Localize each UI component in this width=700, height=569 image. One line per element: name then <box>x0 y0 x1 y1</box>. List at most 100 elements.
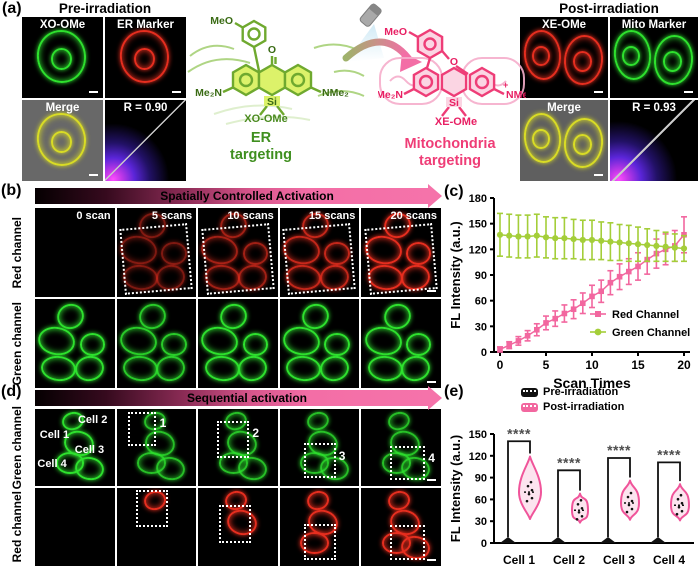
cell2-name: Cell 2 <box>77 414 108 427</box>
chart-el <box>670 483 690 522</box>
chart-el: 120 <box>469 451 487 463</box>
chart-el: **** <box>657 446 681 462</box>
cell-blob <box>300 452 330 474</box>
panel-b-row1-labelwrap: Red channel <box>0 208 34 297</box>
xanthene-core <box>403 28 505 117</box>
chart-el <box>570 306 577 313</box>
chart-el <box>625 510 629 514</box>
b-roi-box-2 <box>201 222 275 295</box>
chart-el <box>580 300 586 307</box>
chart-el: 0 <box>481 347 487 359</box>
er-targeting-line1: ER <box>250 130 272 146</box>
pre-merge-image: Merge <box>22 100 103 181</box>
cell-blob <box>662 51 683 73</box>
cell-blob <box>284 354 323 383</box>
chart-el <box>575 518 579 521</box>
chart-el <box>598 288 604 295</box>
chart-el: Cell 2 <box>553 553 585 567</box>
chart-el <box>650 537 666 543</box>
b-roi-box-4 <box>364 222 438 295</box>
d-green-col5: 4 <box>361 409 441 486</box>
d-green-col3: 2 <box>198 409 278 486</box>
green-carbonyl-o: O <box>268 44 276 56</box>
chart-el <box>542 234 550 241</box>
panel-b-green-channel-label: Green channel <box>10 301 24 386</box>
pink-meo-label: MeO <box>384 26 407 38</box>
d-red-col5 <box>361 488 441 566</box>
post-colocalization-scatter: R = 0.93 <box>610 100 698 181</box>
d-red-box-1 <box>135 489 168 527</box>
chart-el <box>598 237 605 244</box>
b-red-15scans: 15 scans <box>279 208 360 297</box>
cell-blob <box>532 129 550 149</box>
d-box-number-1: 1 <box>159 415 167 430</box>
chart-el <box>526 484 530 488</box>
chart-el <box>506 232 513 239</box>
cell-blob <box>51 47 73 71</box>
cell-blob <box>300 531 330 554</box>
cell-blob <box>51 130 73 154</box>
panel-d-red-channel-label: Red channel <box>10 491 24 563</box>
chart-el <box>671 244 678 251</box>
d-red-col3 <box>198 488 278 566</box>
cell-blob <box>405 332 432 356</box>
d-green-box-2 <box>217 421 250 459</box>
xo-ome-structure: MeO O Me₂N Si NMe₂ XO-OMe <box>187 15 365 125</box>
chart-el: 10 <box>585 358 599 372</box>
pre-irradiation-legend-label: Pre-irradiation <box>543 386 619 398</box>
panel-b-label: (b) <box>1 182 22 199</box>
chart-el <box>620 479 640 521</box>
post-irradiation-legend-label: Post-irradiation <box>543 401 625 413</box>
panel-a-label: (a) <box>2 0 22 17</box>
d-green-col2: 1 <box>116 409 197 486</box>
chart-el <box>594 328 602 336</box>
chart-el <box>571 492 589 524</box>
b-col-0scan-label: 0 scan <box>76 210 111 222</box>
chart-el <box>644 241 651 249</box>
cell-blob <box>40 354 78 383</box>
chart-el <box>677 505 681 509</box>
pink-si-label: Si <box>449 97 459 109</box>
cell-blob <box>154 454 187 483</box>
chart-el <box>527 492 531 496</box>
b-col-15scans-label: 15 scans <box>308 210 356 222</box>
cell-blob <box>242 332 269 356</box>
panel-d-arrow-title: Sequential activation <box>35 390 429 406</box>
post-irradiation-swatch <box>521 402 538 412</box>
chart-el <box>524 233 531 240</box>
chart-el <box>680 501 684 505</box>
cell-blob <box>79 332 106 356</box>
b-col-10scans-label: 10 scans <box>227 210 274 222</box>
chart-el <box>589 293 595 300</box>
pre-colocalization-scatter: R = 0.90 <box>105 100 186 181</box>
cell-blob <box>366 354 404 383</box>
panel-d-row2-labelwrap: Red channel <box>0 488 34 566</box>
cell-blob <box>35 324 77 359</box>
uv-lamp-icon <box>359 3 382 27</box>
cell-blob <box>362 324 404 359</box>
panel-b-row2-labelwrap: Green channel <box>0 299 34 388</box>
b-roi-box-1 <box>119 222 193 295</box>
chart-el: **** <box>557 454 581 470</box>
d-green-col4: 3 <box>279 409 360 486</box>
chart-el <box>625 240 632 247</box>
b-red-0scan: 0 scan <box>35 208 115 297</box>
cell-blob <box>154 353 188 384</box>
chart-el <box>616 273 623 280</box>
chart-el: **** <box>507 425 531 441</box>
pre-er-marker-image: ER Marker <box>105 17 186 98</box>
chart-el: 120 <box>469 244 487 256</box>
chart-el: Cell 1 <box>503 553 535 567</box>
chart-el: 150 <box>469 219 487 231</box>
b-red-10scans: 10 scans <box>198 208 278 297</box>
chart-el: Green Channel <box>612 327 690 339</box>
legend-post-irradiation: Post-irradiation <box>521 401 624 413</box>
chart-el <box>580 507 584 510</box>
b-green-15scans <box>279 299 360 388</box>
d-green-box-1 <box>127 412 157 446</box>
xe-ome-structure: MeO O Me₂N Si + NMe₂ XE-OMe <box>378 26 526 128</box>
chart-el <box>675 512 679 516</box>
b-green-10scans <box>198 299 278 388</box>
panel-e-legend: Pre-irradiation Post-irradiation <box>521 386 624 413</box>
